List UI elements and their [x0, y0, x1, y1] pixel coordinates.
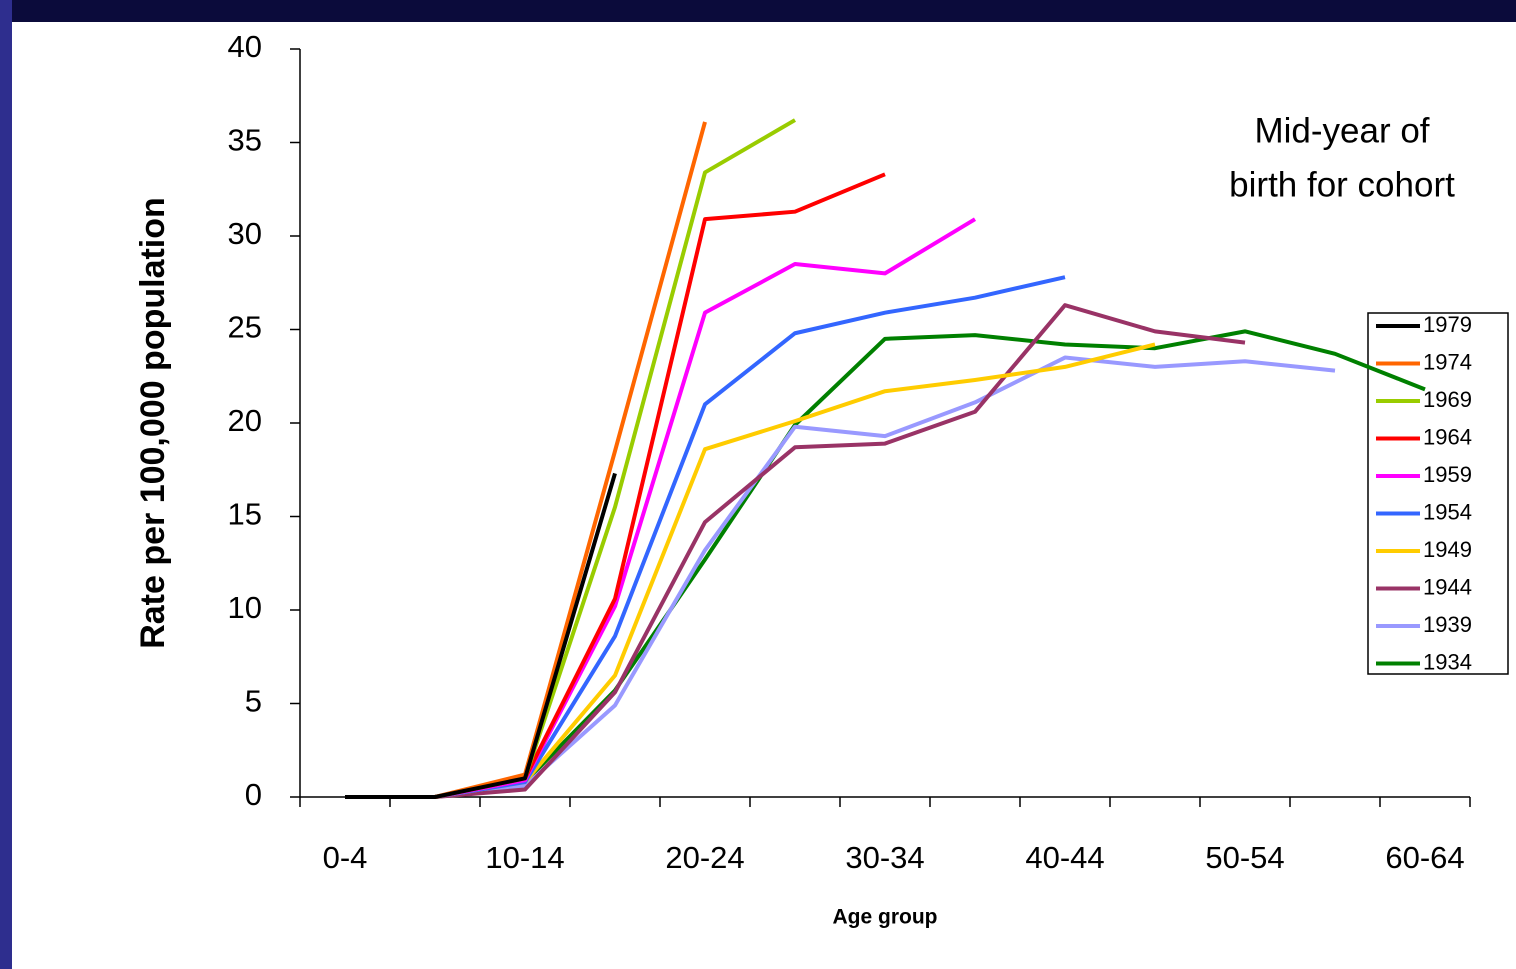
legend-label: 1939 — [1423, 612, 1472, 637]
annotation: Mid-year of — [1254, 111, 1429, 150]
x-tick-label: 30-34 — [845, 840, 924, 875]
x-tick-label: 40-44 — [1025, 840, 1104, 875]
series-line — [345, 472, 617, 799]
y-tick-label: 30 — [228, 216, 262, 251]
legend-label: 1969 — [1423, 387, 1472, 412]
legend-label: 1954 — [1423, 499, 1472, 524]
legend-label: 1934 — [1423, 649, 1472, 674]
left-border — [0, 0, 12, 969]
y-tick-label: 35 — [228, 123, 262, 158]
series-line — [345, 329, 1426, 799]
legend — [1367, 312, 1509, 675]
legend-label: 1964 — [1423, 424, 1472, 449]
y-tick-label: 40 — [228, 29, 262, 64]
series-line — [345, 275, 1066, 799]
legend-label: 1979 — [1423, 312, 1472, 337]
x-tick-label: 50-54 — [1205, 840, 1284, 875]
x-tick-label: 60-64 — [1385, 840, 1464, 875]
series-line — [345, 303, 1246, 799]
top-border — [0, 0, 1516, 22]
y-axis-label: Rate per 100,000 population — [134, 197, 172, 649]
y-tick-label: 25 — [228, 310, 262, 345]
y-tick-label: 0 — [245, 777, 262, 812]
y-tick-label: 15 — [228, 497, 262, 532]
legend-label: 1974 — [1423, 349, 1472, 374]
x-tick-label: 0-4 — [323, 840, 368, 875]
series-line — [345, 355, 1336, 799]
legend-label: 1959 — [1423, 462, 1472, 487]
series-line — [345, 342, 1156, 799]
y-tick-label: 10 — [228, 590, 262, 625]
y-tick-label: 20 — [228, 403, 262, 438]
x-tick-label: 10-14 — [485, 840, 564, 875]
legend-label: 1944 — [1423, 574, 1472, 599]
legend-label: 1949 — [1423, 537, 1472, 562]
series-line — [345, 217, 977, 799]
y-tick-label: 5 — [245, 684, 262, 719]
annotation: birth for cohort — [1229, 165, 1455, 204]
x-axis-label: Age group — [833, 906, 938, 929]
series-line — [345, 121, 707, 799]
x-tick-label: 20-24 — [665, 840, 744, 875]
